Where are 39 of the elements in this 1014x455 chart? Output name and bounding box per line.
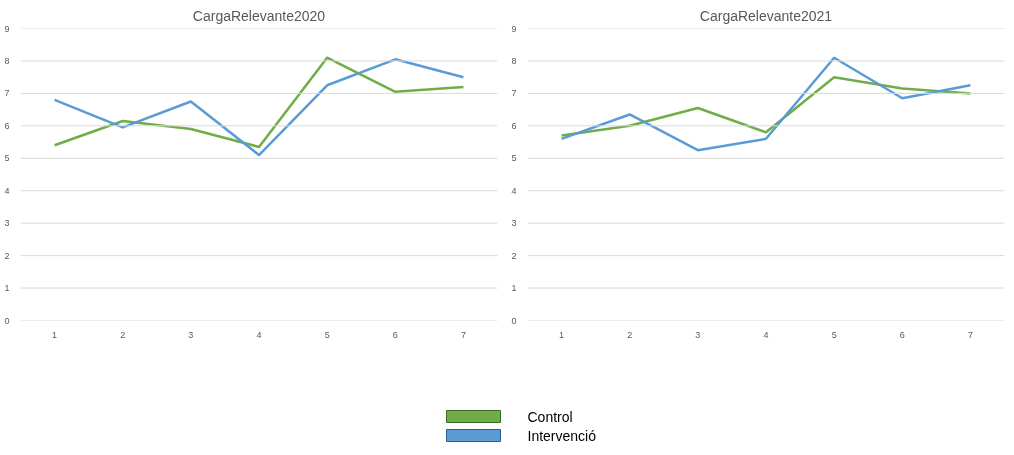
y-tick-label: 7: [4, 88, 10, 99]
x-tick-label: 4: [763, 329, 769, 340]
y-tick-label: 3: [511, 218, 517, 229]
chart-title: CargaRelevante2020: [192, 7, 326, 24]
y-tick-label: 7: [511, 88, 517, 99]
x-tick-label: 1: [52, 329, 58, 340]
x-tick-label: 7: [967, 329, 973, 340]
x-tick-label: 2: [120, 329, 126, 340]
x-tick-label: 6: [899, 329, 905, 340]
x-tick-label: 2: [627, 329, 633, 340]
y-tick-label: 2: [4, 250, 10, 261]
y-tick-label: 8: [511, 55, 517, 66]
y-tick-label: 6: [511, 120, 517, 131]
legend-label: Control: [527, 408, 573, 425]
y-tick-label: 3: [4, 218, 10, 229]
x-tick-label: 5: [831, 329, 837, 340]
y-tick-label: 0: [4, 315, 10, 326]
y-tick-label: 1: [4, 283, 10, 294]
y-tick-label: 9: [4, 23, 10, 34]
x-tick-label: 3: [188, 329, 194, 340]
x-tick-label: 1: [559, 329, 565, 340]
y-tick-label: 0: [511, 315, 517, 326]
y-tick-label: 5: [511, 153, 517, 164]
y-tick-label: 8: [4, 55, 10, 66]
y-tick-label: 5: [4, 153, 10, 164]
y-tick-label: 6: [4, 120, 10, 131]
x-tick-label: 7: [460, 329, 466, 340]
y-tick-label: 1: [511, 283, 517, 294]
chart-title: CargaRelevante2021: [699, 7, 833, 24]
x-tick-label: 3: [695, 329, 701, 340]
y-tick-label: 4: [4, 185, 10, 196]
x-tick-label: 5: [324, 329, 330, 340]
legend-label: Intervenció: [527, 427, 597, 444]
x-tick-label: 6: [392, 329, 398, 340]
line-series: [560, 56, 972, 152]
y-tick-label: 9: [511, 23, 517, 34]
y-tick-label: 4: [511, 185, 517, 196]
y-tick-label: 2: [511, 250, 517, 261]
x-tick-label: 4: [256, 329, 262, 340]
